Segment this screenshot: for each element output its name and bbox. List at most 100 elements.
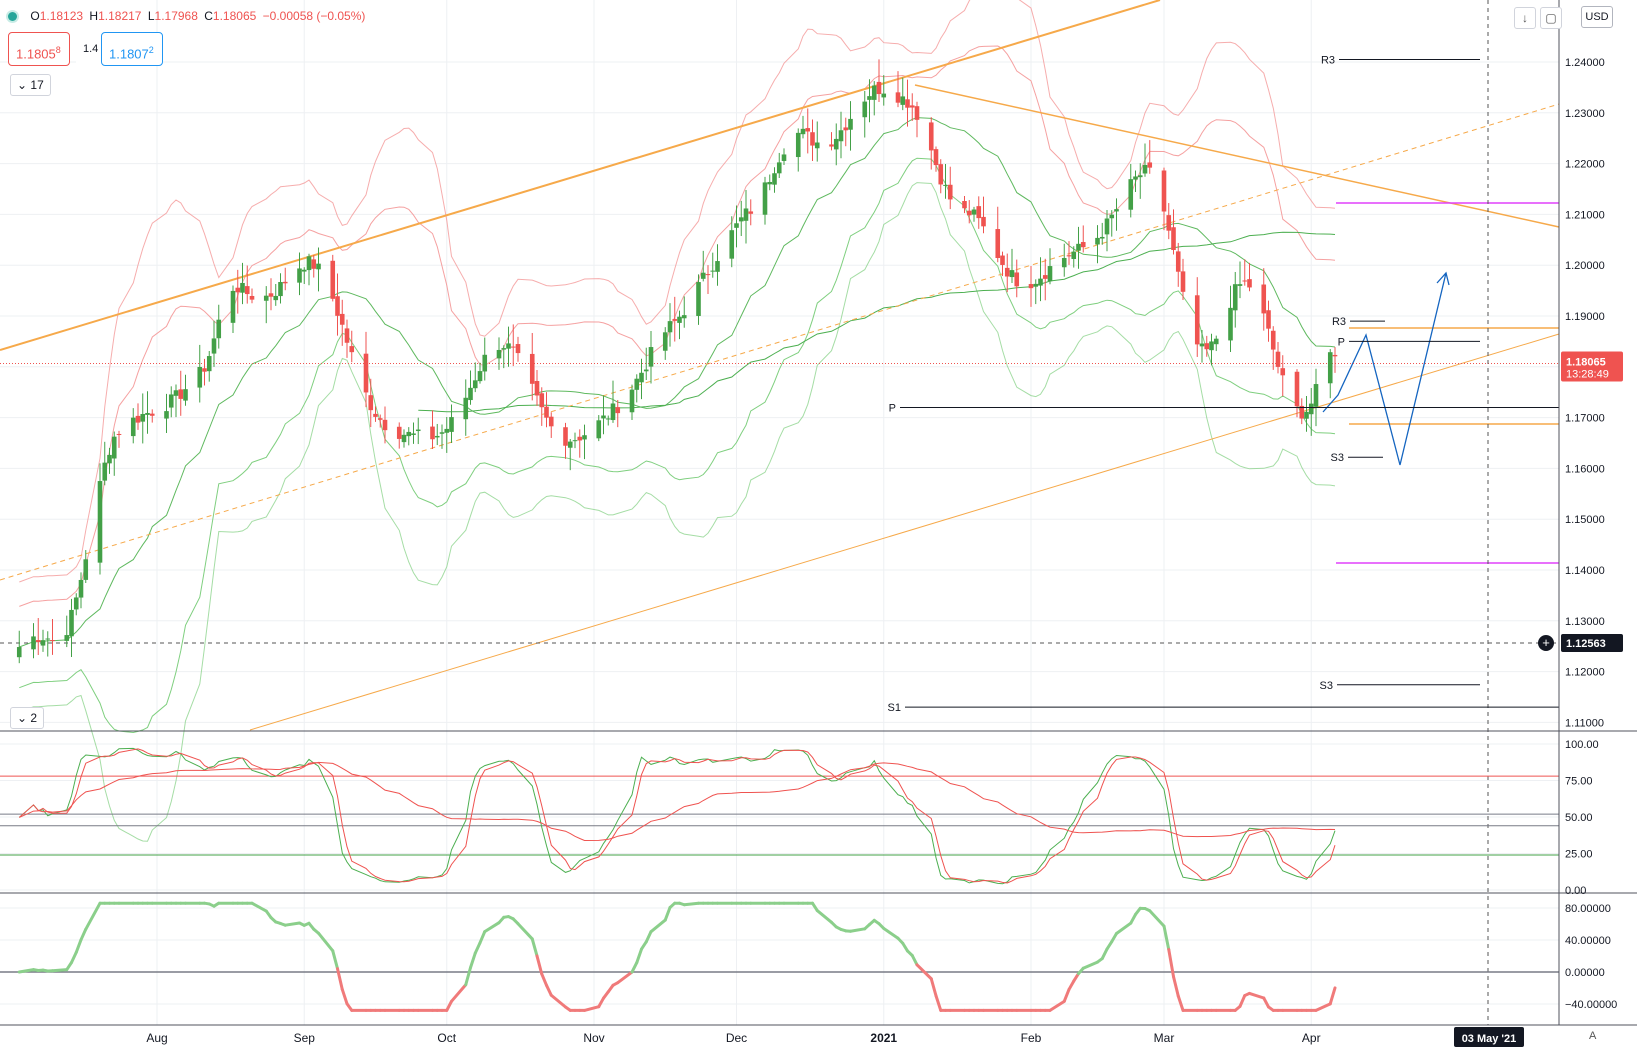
momentum-segment xyxy=(597,996,605,1009)
price-tick-label: 1.13000 xyxy=(1565,616,1605,628)
momentum-tick-label: −40.00000 xyxy=(1565,999,1617,1011)
candle-body xyxy=(1280,368,1286,376)
candle-body xyxy=(1137,175,1143,178)
subpane-collapse-button[interactable]: ⌄ 2 xyxy=(10,707,45,729)
momentum-segment xyxy=(1115,921,1133,935)
candle-body xyxy=(814,142,820,149)
candle-body xyxy=(1266,310,1271,329)
candle-body xyxy=(805,128,811,132)
time-tick-label: Dec xyxy=(726,1031,747,1045)
low-value: 1.17968 xyxy=(154,9,198,23)
candle-body xyxy=(306,256,312,271)
candle-body xyxy=(1161,170,1167,212)
candle-body xyxy=(35,640,41,643)
candle-body xyxy=(995,229,1001,259)
candle-body xyxy=(681,315,687,319)
candle-body xyxy=(1209,341,1214,351)
candle-body xyxy=(249,295,255,300)
candle-body xyxy=(273,295,279,301)
indicators-collapse-button[interactable]: ⌄ 17 xyxy=(10,74,51,96)
candle-body xyxy=(1142,164,1148,174)
candle-body xyxy=(767,181,773,185)
candle-body xyxy=(415,429,421,432)
candle-body xyxy=(643,369,649,372)
momentum-segment xyxy=(1314,1002,1332,1012)
candle-body xyxy=(311,259,317,269)
candle-body xyxy=(107,454,112,464)
candle-body xyxy=(938,164,944,185)
momentum-segment xyxy=(1167,948,1175,979)
candle-body xyxy=(933,149,939,166)
candle-body xyxy=(601,415,606,419)
ohlc-legend: O1.18123 H1.18217 L1.17968 C1.18065 −0.0… xyxy=(8,9,368,23)
crosshair-price-label: 1.12563 xyxy=(1566,638,1606,650)
price-tick-label: 1.20000 xyxy=(1565,260,1605,272)
candle-body xyxy=(829,144,834,147)
candle-body xyxy=(843,127,849,131)
time-tick-label: Nov xyxy=(583,1031,604,1045)
stochastic-k-line xyxy=(18,747,1336,885)
candle-body xyxy=(781,154,787,161)
bb-lower-outer xyxy=(19,182,1336,842)
momentum-segment xyxy=(849,927,867,933)
price-tick-label: 1.12000 xyxy=(1565,667,1605,679)
pivot-label: R3 xyxy=(1321,54,1335,66)
candle-body xyxy=(430,426,435,440)
candle-body xyxy=(439,432,445,434)
candle-body xyxy=(596,420,602,439)
candle-body xyxy=(1237,284,1243,286)
high-value: 1.18217 xyxy=(98,9,142,23)
candle-body xyxy=(539,393,545,408)
pivot-label: P xyxy=(1338,336,1345,348)
momentum-segment xyxy=(445,999,453,1012)
candle-body xyxy=(401,434,407,443)
momentum-segment xyxy=(1129,912,1137,925)
candle-body xyxy=(168,394,174,408)
candle-body xyxy=(1147,162,1153,168)
momentum-segment xyxy=(17,968,35,974)
candle-body xyxy=(582,435,587,440)
candle-body xyxy=(1033,283,1039,287)
crosshair-date-box xyxy=(1454,1027,1524,1047)
candle-body xyxy=(468,387,473,401)
candle-body xyxy=(605,418,611,420)
candle-body xyxy=(377,418,383,420)
last-price-box xyxy=(1561,351,1623,382)
candle-body xyxy=(1028,284,1034,289)
candle-body xyxy=(1194,295,1200,345)
bb-upper-outer xyxy=(19,0,1336,583)
candle-body xyxy=(962,201,967,209)
pivot-label: S1 xyxy=(888,702,901,714)
last-price-label: 1.18065 xyxy=(1566,356,1606,368)
momentum-segment xyxy=(1081,960,1099,970)
candle-body xyxy=(501,348,507,350)
scroll-down-button[interactable]: ↓ xyxy=(1514,7,1536,29)
candle-body xyxy=(116,433,122,435)
momentum-segment xyxy=(882,926,900,940)
bollinger-bands xyxy=(19,0,1336,842)
candle-body xyxy=(434,435,440,438)
candle-body xyxy=(966,210,972,216)
candle-body xyxy=(316,263,321,270)
currency-button[interactable]: USD xyxy=(1581,6,1613,28)
candle-body xyxy=(97,481,103,563)
candle-body xyxy=(444,428,450,433)
candle-body xyxy=(1204,343,1210,350)
candle-body xyxy=(610,403,616,421)
auto-scale-button[interactable]: A xyxy=(1589,1030,1597,1042)
momentum-segment xyxy=(1238,994,1247,1008)
candle-body xyxy=(140,413,146,422)
open-key: O xyxy=(30,9,40,23)
candle-body xyxy=(263,295,269,301)
candle-body xyxy=(900,96,906,105)
time-tick-label: Sep xyxy=(294,1031,316,1045)
candle-body xyxy=(1175,251,1181,272)
candle-body xyxy=(64,635,70,641)
fullscreen-button[interactable]: ▢ xyxy=(1540,7,1562,29)
buy-price-pip: 2 xyxy=(148,45,154,55)
buy-button[interactable]: 1.18072 xyxy=(101,32,163,66)
sell-button[interactable]: 1.18058 xyxy=(8,32,70,66)
momentum-pane xyxy=(0,901,1559,1012)
